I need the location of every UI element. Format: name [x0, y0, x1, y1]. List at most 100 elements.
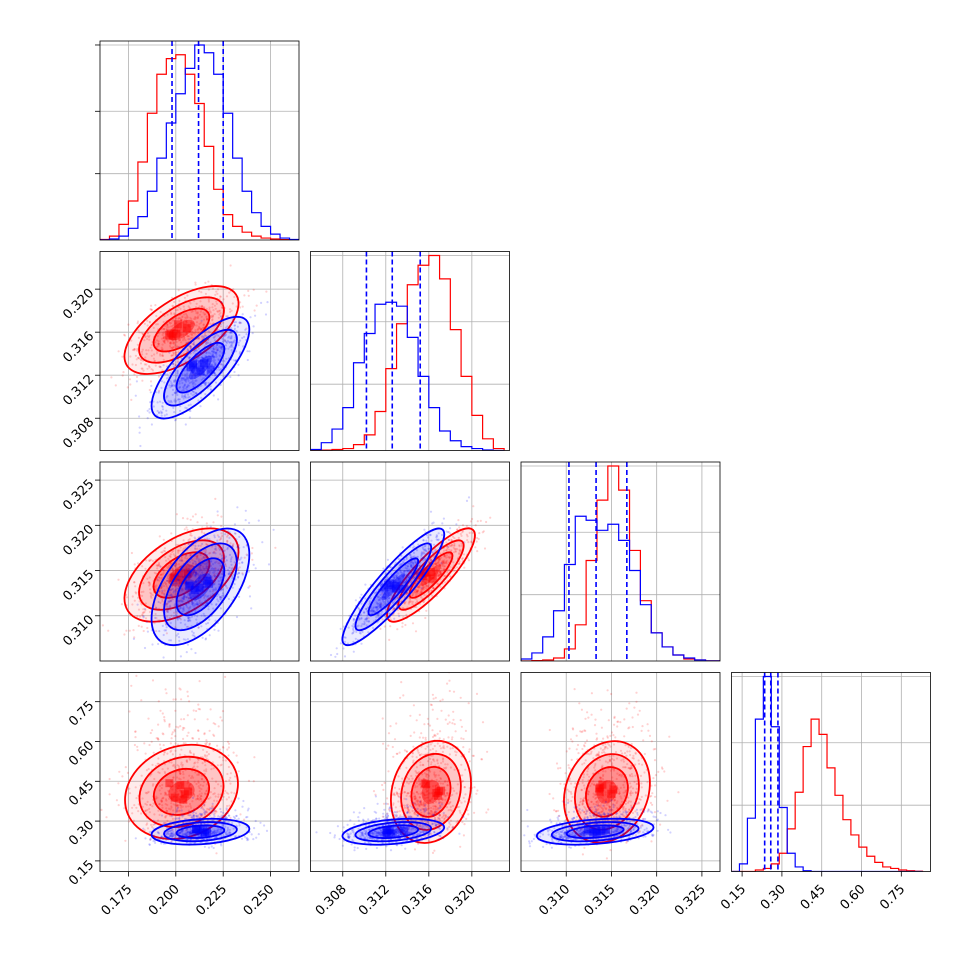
scatter-point — [170, 815, 173, 818]
scatter-point — [232, 341, 235, 344]
scatter-point — [220, 346, 223, 349]
scatter-point — [465, 524, 468, 528]
scatter-point — [137, 356, 140, 359]
scatter-point — [176, 369, 179, 372]
scatter-point — [177, 398, 180, 401]
scatter-point — [146, 332, 149, 335]
scatter-point — [132, 629, 135, 632]
scatter-point — [175, 614, 178, 617]
scatter-point — [136, 347, 139, 351]
scatter-point — [172, 549, 175, 552]
scatter-point — [133, 348, 136, 351]
scatter-point — [202, 318, 206, 321]
scatter-point — [238, 595, 241, 598]
scatter-point — [172, 379, 175, 382]
scatter-point — [194, 651, 197, 655]
scatter-point — [442, 560, 445, 564]
scatter-point — [155, 617, 158, 620]
scatter-point — [121, 355, 124, 358]
density-peak — [165, 320, 191, 341]
scatter-point — [437, 575, 440, 578]
scatter-point — [147, 365, 151, 368]
scatter-point — [215, 560, 218, 563]
scatter-point — [460, 534, 463, 538]
scatter-point — [193, 596, 196, 599]
scatter-point — [203, 567, 206, 570]
scatter-point — [218, 309, 221, 312]
scatter-point — [182, 737, 185, 741]
scatter-point — [215, 343, 219, 346]
scatter-point — [198, 600, 201, 603]
scatter-point — [202, 612, 205, 615]
scatter-point — [186, 643, 190, 646]
scatter-point — [193, 560, 196, 563]
scatter-point — [187, 619, 190, 622]
scatter-point — [122, 371, 125, 374]
scatter-point — [213, 304, 216, 307]
scatter-point — [205, 563, 208, 566]
scatter-point — [207, 572, 211, 575]
scatter-point — [175, 612, 178, 615]
scatter-point — [164, 556, 167, 559]
scatter-point — [205, 355, 208, 358]
scatter-point — [167, 579, 170, 583]
scatter-point — [193, 393, 196, 396]
scatter-point — [179, 621, 182, 624]
scatter-point — [211, 350, 214, 353]
scatter-point — [236, 761, 239, 764]
scatter-point — [217, 535, 220, 538]
scatter-point — [192, 631, 195, 635]
scatter-point — [180, 333, 183, 336]
scatter-point — [241, 561, 244, 564]
scatter-point — [205, 599, 208, 602]
scatter-point — [180, 718, 183, 721]
scatter-point — [457, 519, 460, 522]
scatter-point — [454, 549, 457, 553]
scatter-point — [198, 577, 201, 580]
scatter-point — [231, 586, 234, 589]
scatter-point — [215, 351, 218, 354]
scatter-point — [168, 554, 171, 558]
scatter-point — [432, 587, 435, 590]
scatter-point — [126, 386, 129, 389]
scatter-point — [138, 415, 141, 418]
scatter-point — [177, 337, 180, 341]
scatter-point — [216, 349, 219, 352]
scatter-point — [198, 305, 201, 308]
scatter-point — [220, 554, 223, 557]
scatter-point — [203, 553, 206, 556]
scatter-point — [185, 387, 188, 390]
scatter-point — [210, 568, 213, 571]
scatter-point — [209, 388, 212, 391]
scatter-point — [445, 559, 448, 563]
scatter-point — [193, 634, 196, 637]
scatter-point — [177, 600, 180, 603]
scatter-point — [159, 565, 162, 568]
scatter-point — [245, 544, 248, 547]
scatter-point — [238, 333, 241, 337]
scatter-point — [198, 337, 201, 340]
scatter-point — [245, 553, 248, 556]
scatter-point — [216, 514, 219, 517]
scatter-point — [199, 328, 202, 331]
scatter-point — [160, 346, 163, 349]
scatter-point — [196, 328, 199, 331]
panel-frame — [99, 40, 300, 241]
scatter-point — [172, 583, 175, 586]
scatter-point — [182, 718, 186, 721]
scatter-point — [241, 573, 244, 576]
scatter-point — [162, 569, 165, 572]
scatter-point — [452, 546, 455, 549]
scatter-point — [382, 567, 385, 570]
scatter-point — [202, 567, 205, 570]
scatter-point — [148, 584, 151, 587]
scatter-point — [181, 597, 184, 600]
scatter-point — [197, 737, 201, 741]
scatter-point — [228, 572, 231, 575]
scatter-point — [208, 744, 211, 747]
scatter-point — [182, 539, 185, 542]
scatter-point — [184, 333, 187, 336]
scatter-point — [467, 496, 471, 499]
scatter-point — [173, 391, 177, 394]
density-peak — [186, 359, 215, 376]
